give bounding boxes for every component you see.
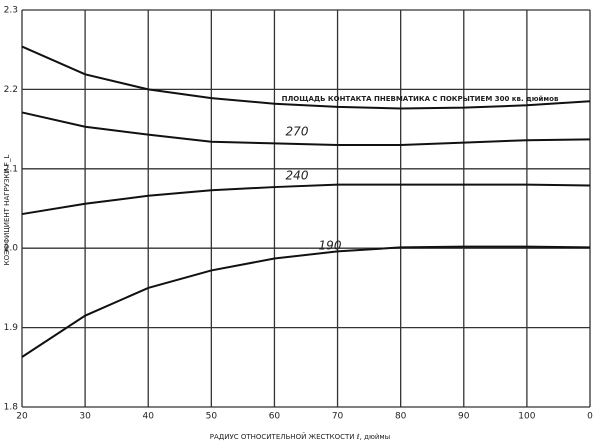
y-tick-label: 2.3 bbox=[4, 6, 18, 16]
x-tick-label: 80 bbox=[395, 412, 407, 422]
series-label: 240 bbox=[286, 169, 309, 183]
y-axis-label: КОЭФФИЦИЕНТ НАГРУЗКИ F_L bbox=[3, 155, 11, 266]
x-tick-label: 30 bbox=[79, 412, 91, 422]
x-axis-label: РАДИУС ОТНОСИТЕЛЬНОЙ ЖЕСТКОСТИ ℓ, дюймы bbox=[210, 432, 390, 441]
x-tick-label: 20 bbox=[16, 412, 28, 422]
y-tick-label: 2.2 bbox=[4, 85, 18, 95]
series-line bbox=[21, 111, 591, 146]
x-tick-label: 60 bbox=[269, 412, 281, 422]
series-line bbox=[21, 245, 591, 358]
y-tick-label: 1.9 bbox=[4, 323, 19, 333]
y-tick-label: 1.8 bbox=[4, 403, 19, 413]
x-tick-label: 0 bbox=[587, 412, 593, 422]
x-tick-label: 90 bbox=[458, 412, 470, 422]
x-tick-label: 40 bbox=[142, 412, 154, 422]
series-line bbox=[21, 45, 591, 110]
x-tick-label: 70 bbox=[332, 412, 344, 422]
series-label: 190 bbox=[319, 239, 342, 253]
series-label: ПЛОЩАДЬ КОНТАКТА ПНЕВМАТИКА С ПОКРЫТИЕМ … bbox=[282, 95, 559, 103]
x-tick-label: 50 bbox=[206, 412, 218, 422]
x-tick-label: 100 bbox=[518, 412, 535, 422]
series-label: 270 bbox=[286, 124, 309, 138]
y-tick-label: 2.0 bbox=[4, 244, 19, 254]
y-tick-label: 2.1 bbox=[4, 164, 18, 174]
series-line bbox=[21, 183, 591, 216]
